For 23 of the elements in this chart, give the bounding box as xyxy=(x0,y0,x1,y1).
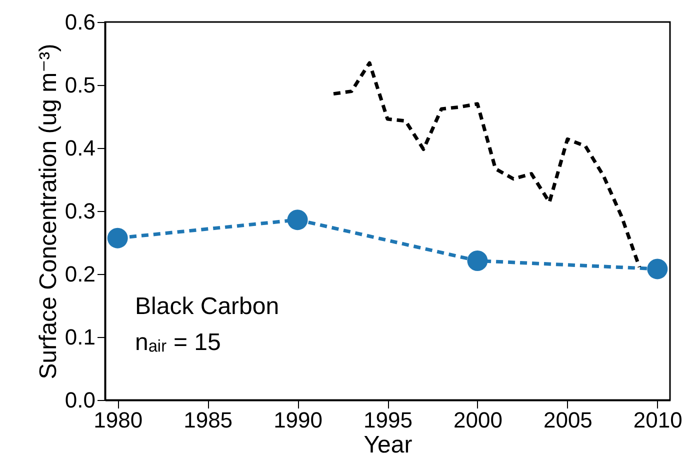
x-tick-label: 1990 xyxy=(274,408,323,432)
x-axis-title: Year xyxy=(364,432,412,458)
x-tick-label: 1995 xyxy=(364,408,412,432)
y-tick-label: 0.2 xyxy=(64,262,96,286)
y-tick-label: 0.3 xyxy=(64,198,96,224)
x-tick-label: 2010 xyxy=(633,408,682,432)
point xyxy=(467,250,488,271)
line-series xyxy=(332,61,642,269)
y-axis-title: Surface Concentration (ug m⁻³) xyxy=(34,44,62,380)
y-tick-label: 0.1 xyxy=(64,324,96,350)
annotation: Black Carbon xyxy=(135,293,280,320)
point xyxy=(647,258,668,280)
y-tick-label: 0.6 xyxy=(64,10,96,34)
point xyxy=(107,228,128,248)
y-tick-label: 0.0 xyxy=(64,388,96,412)
point xyxy=(287,210,308,230)
x-tick-label: 1985 xyxy=(184,408,233,432)
y-tick-label: 0.5 xyxy=(64,72,96,98)
x-tick-label: 2005 xyxy=(543,408,592,432)
annotation: nₐᵢᵣ = 15 xyxy=(135,329,221,356)
y-tick-label: 0.4 xyxy=(64,136,96,160)
x-tick-label: 2000 xyxy=(453,408,502,432)
x-tick-label: 1980 xyxy=(94,408,143,432)
